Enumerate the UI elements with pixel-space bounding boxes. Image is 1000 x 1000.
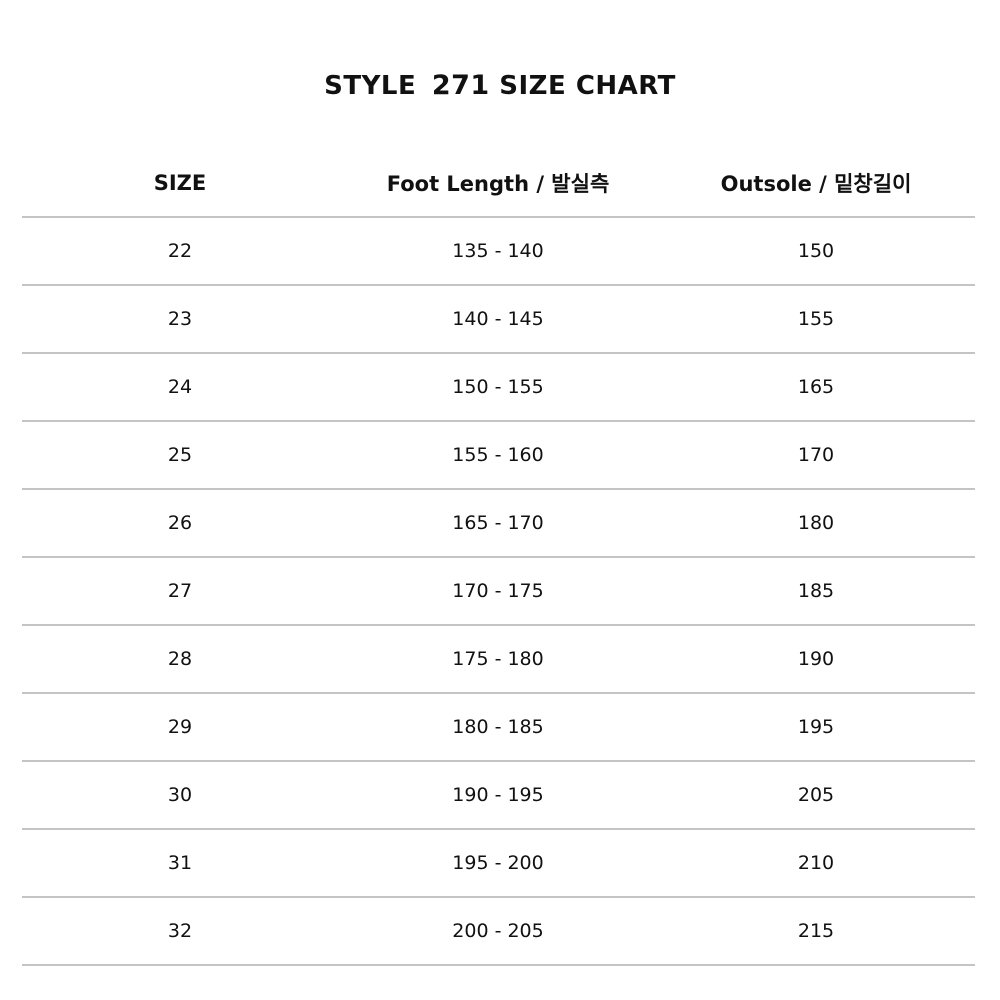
cell-foot-length: 155 - 160 [452,444,544,466]
cell-outsole: 150 [797,240,835,262]
header-size: SIZE [153,171,207,195]
table-header: SIZE Foot Length / 발실측 Outsole / 밑창길이 [22,150,975,218]
table-row: 27 170 - 175 185 [22,558,975,626]
table-row: 22 135 - 140 150 [22,218,975,286]
cell-outsole: 205 [797,784,835,806]
size-chart-table: SIZE Foot Length / 발실측 Outsole / 밑창길이 22… [22,150,975,966]
title-style-number: 271 [431,70,490,101]
cell-size: 23 [167,308,193,330]
title-suffix: SIZE CHART [499,71,676,101]
table-row: 23 140 - 145 155 [22,286,975,354]
cell-outsole: 215 [797,920,835,942]
cell-outsole: 185 [797,580,835,602]
header-foot-length: Foot Length / 발실측 [386,172,610,196]
cell-size: 25 [167,444,193,466]
cell-outsole: 210 [797,852,835,874]
table-row: 32 200 - 205 215 [22,898,975,966]
cell-foot-length: 140 - 145 [452,308,544,330]
cell-outsole: 165 [797,376,835,398]
cell-size: 26 [167,512,193,534]
table-row: 24 150 - 155 165 [22,354,975,422]
cell-outsole: 195 [797,716,835,738]
cell-size: 29 [167,716,193,738]
cell-foot-length: 170 - 175 [452,580,544,602]
table-row: 30 190 - 195 205 [22,762,975,830]
cell-foot-length: 175 - 180 [452,648,544,670]
cell-outsole: 155 [797,308,835,330]
cell-size: 32 [167,920,193,942]
cell-outsole: 190 [797,648,835,670]
table-row: 28 175 - 180 190 [22,626,975,694]
cell-outsole: 180 [797,512,835,534]
title-prefix: STYLE [324,71,417,101]
cell-size: 30 [167,784,193,806]
table-row: 25 155 - 160 170 [22,422,975,490]
cell-foot-length: 135 - 140 [452,240,544,262]
cell-foot-length: 180 - 185 [452,716,544,738]
cell-foot-length: 200 - 205 [452,920,544,942]
cell-foot-length: 195 - 200 [452,852,544,874]
page-title: STYLE 271 SIZE CHART [0,70,1000,101]
cell-size: 22 [167,240,193,262]
cell-foot-length: 190 - 195 [452,784,544,806]
cell-foot-length: 165 - 170 [452,512,544,534]
cell-foot-length: 150 - 155 [452,376,544,398]
cell-size: 31 [167,852,193,874]
cell-size: 27 [167,580,193,602]
cell-size: 24 [167,376,193,398]
table-row: 29 180 - 185 195 [22,694,975,762]
table-row: 31 195 - 200 210 [22,830,975,898]
cell-outsole: 170 [797,444,835,466]
table-row: 26 165 - 170 180 [22,490,975,558]
header-outsole: Outsole / 밑창길이 [720,172,912,196]
cell-size: 28 [167,648,193,670]
